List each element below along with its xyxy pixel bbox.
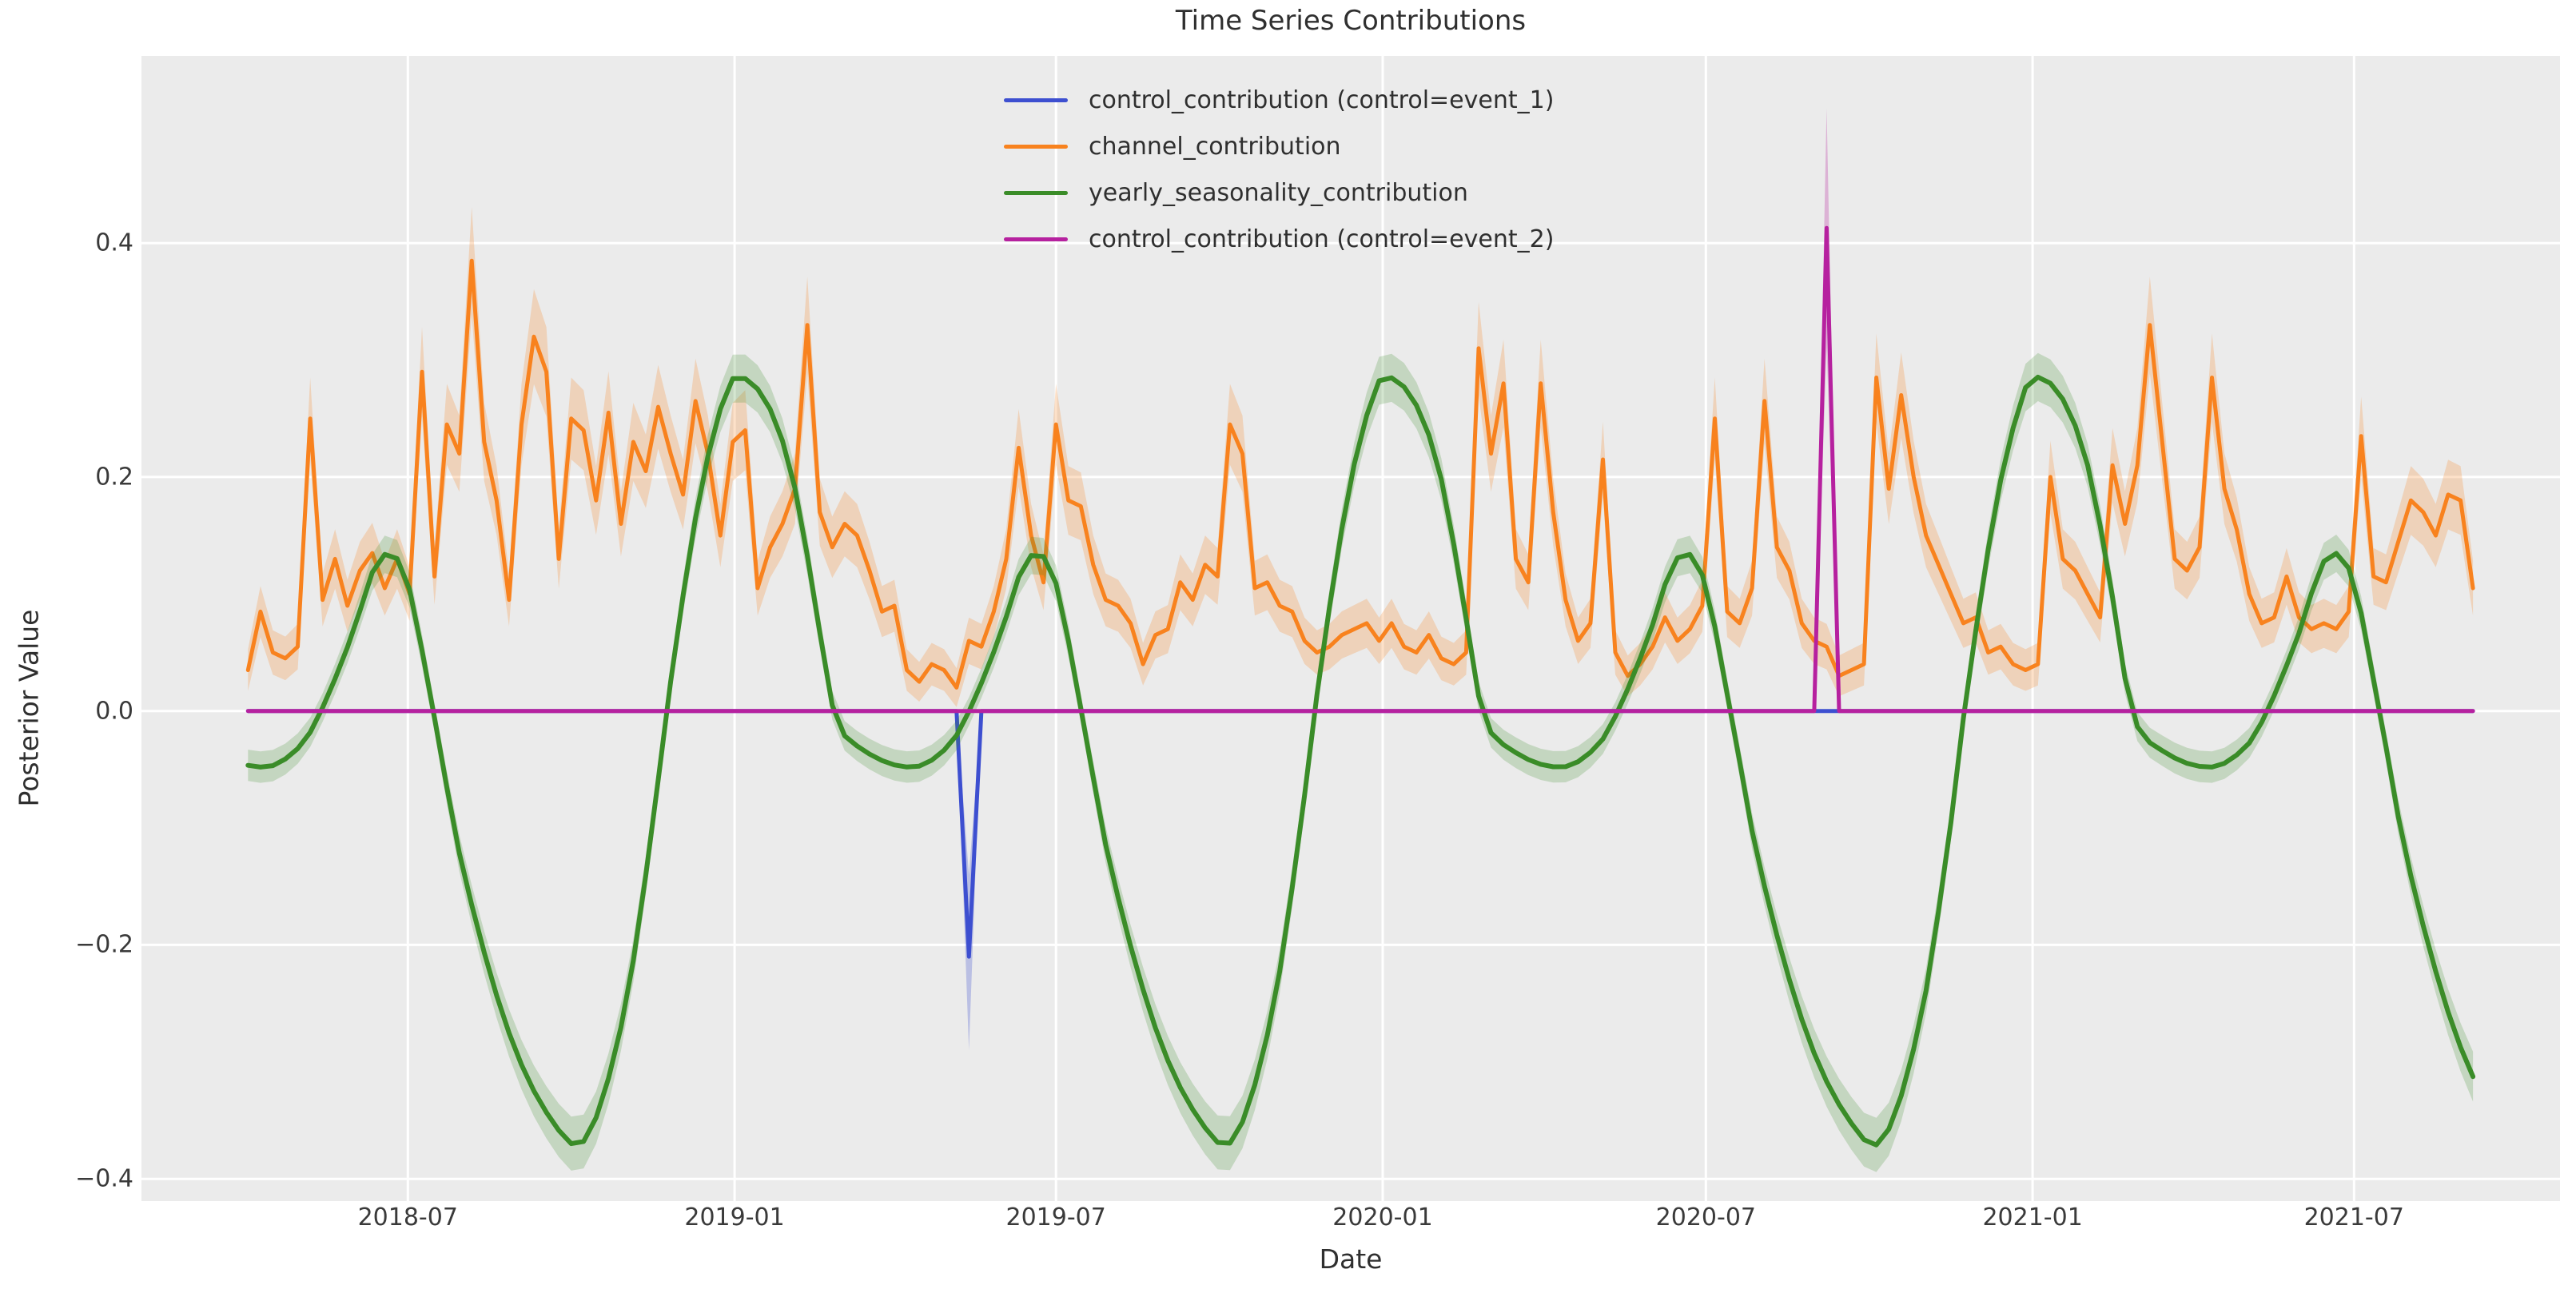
legend-label: channel_contribution: [1089, 132, 1341, 161]
y-tick-label: −0.2: [75, 930, 133, 959]
x-tick-label: 2021-01: [1982, 1204, 2083, 1231]
legend-line-swatch: [1004, 190, 1068, 195]
legend-item: control_contribution (control=event_1): [1004, 77, 1554, 123]
series-band-yearly_seasonality: [248, 352, 2474, 1172]
y-tick-label: −0.4: [75, 1164, 133, 1193]
x-tick-label: 2020-01: [1332, 1204, 1433, 1231]
legend-label: control_contribution (control=event_1): [1089, 86, 1555, 114]
legend-item: control_contribution (control=event_2): [1004, 216, 1554, 262]
axes-background: [141, 56, 2560, 1201]
chart-title: Time Series Contributions: [1175, 5, 1527, 37]
legend-line-swatch: [1004, 144, 1068, 149]
y-tick-label: 0.0: [95, 697, 133, 726]
legend: control_contribution (control=event_1)ch…: [1004, 77, 1554, 262]
series-band-channel: [248, 207, 2474, 707]
x-tick-label: 2020-07: [1655, 1204, 1757, 1231]
legend-label: control_contribution (control=event_2): [1089, 225, 1555, 253]
x-axis-label: Date: [1319, 1243, 1383, 1275]
series-line-channel: [245, 258, 2475, 690]
x-tick-label: 2019-07: [1005, 1204, 1106, 1231]
x-tick-label: 2021-07: [2303, 1204, 2404, 1231]
y-tick-label: 0.4: [95, 229, 133, 257]
y-tick-label: 0.2: [95, 463, 133, 491]
legend-label: yearly_seasonality_contribution: [1089, 178, 1468, 207]
x-tick-label: 2018-07: [357, 1204, 458, 1231]
series-line-control_event_2: [245, 225, 2475, 714]
legend-item: channel_contribution: [1004, 123, 1554, 169]
legend-line-swatch: [1004, 97, 1068, 102]
x-tick-label: 2019-01: [684, 1204, 785, 1231]
series-line-yearly_seasonality: [245, 374, 2476, 1148]
legend-item: yearly_seasonality_contribution: [1004, 169, 1554, 216]
legend-line-swatch: [1004, 237, 1068, 241]
